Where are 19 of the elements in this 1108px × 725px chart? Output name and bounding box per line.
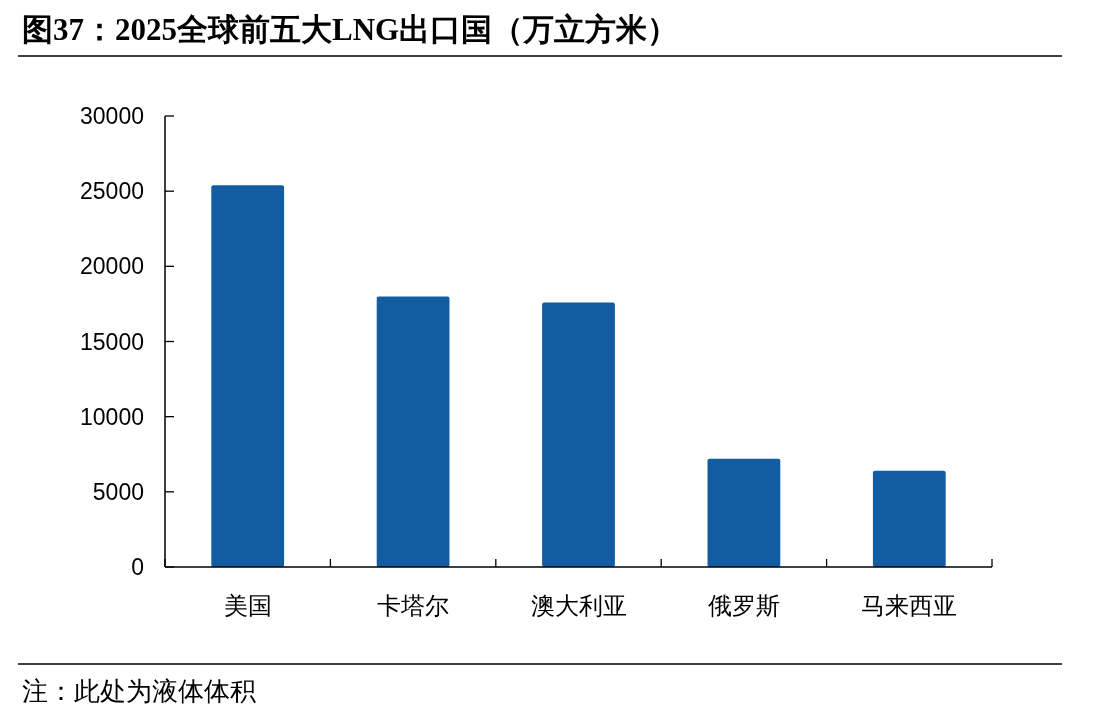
y-tick-label: 25000 (80, 178, 144, 205)
x-tick-label: 俄罗斯 (707, 592, 780, 619)
y-tick-label: 5000 (92, 478, 144, 505)
x-tick-label: 卡塔尔 (377, 592, 450, 619)
bar (542, 302, 615, 567)
y-tick-label: 20000 (80, 253, 144, 280)
bar (872, 470, 946, 567)
bar (376, 296, 450, 567)
text: 注：此处为液体体积 (22, 677, 256, 706)
y-tick-label: 15000 (80, 328, 144, 355)
bar (211, 185, 285, 567)
x-tick-label: 美国 (223, 592, 272, 619)
x-tick-label: 马来西亚 (861, 592, 958, 619)
y-tick-label: 30000 (80, 103, 144, 129)
chart-title: 图37：2025全球前五大LNG出口国（万立方米） (22, 12, 679, 47)
bar (707, 458, 781, 567)
y-tick-label: 0 (131, 554, 144, 580)
y-tick-label: 10000 (80, 403, 144, 430)
x-tick-label: 澳大利亚 (530, 592, 627, 619)
